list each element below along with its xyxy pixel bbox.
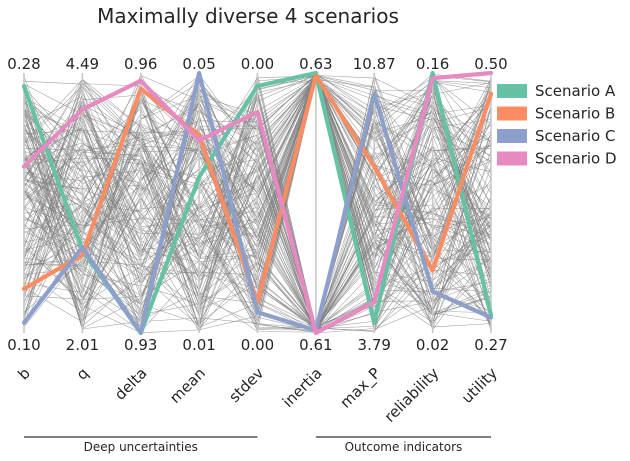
axis-min-label-max_P: 3.79 <box>358 336 391 354</box>
axis-max-label-q: 4.49 <box>66 55 99 73</box>
scenario-line-c <box>21 70 494 336</box>
scenario-lines <box>21 70 494 336</box>
axis-min-label-mean: 0.01 <box>182 336 215 354</box>
axis-groups: Deep uncertainties Outcome indicators <box>24 436 491 454</box>
legend-swatch-c <box>497 129 527 143</box>
axis-max-label-delta: 0.96 <box>124 55 157 73</box>
axis-max-label-b: 0.28 <box>7 55 40 73</box>
axis-max-label-mean: 0.05 <box>182 55 215 73</box>
axis-min-label-utility: 0.27 <box>474 336 507 354</box>
group-label-0: Deep uncertainties <box>84 440 198 454</box>
axis-min-label-delta: 0.93 <box>124 336 157 354</box>
legend-label-d: Scenario D <box>535 150 617 168</box>
legend-label-b: Scenario B <box>535 105 615 123</box>
scenario-line-d <box>21 70 494 336</box>
axis-max-label-reliability: 0.16 <box>416 55 449 73</box>
axis-max-label-max_P: 10.87 <box>353 55 396 73</box>
axis-min-label-stdev: 0.00 <box>241 336 274 354</box>
axis-max-label-stdev: 0.00 <box>241 55 274 73</box>
legend-swatch-b <box>497 106 527 121</box>
axis-min-label-q: 2.01 <box>66 336 99 354</box>
legend-label-c: Scenario C <box>535 127 615 145</box>
legend-swatch-d <box>497 151 527 166</box>
group-label-1: Outcome indicators <box>345 440 463 454</box>
axis-max-label-utility: 0.50 <box>474 55 507 73</box>
legend-label-a: Scenario A <box>535 82 616 100</box>
axis-min-label-inertia: 0.61 <box>299 336 332 354</box>
axis-min-label-b: 0.10 <box>7 336 40 354</box>
chart-title: Maximally diverse 4 scenarios <box>97 4 399 28</box>
legend: Scenario A Scenario B Scenario C Scenario D <box>497 82 617 168</box>
axis-max-label-inertia: 0.63 <box>299 55 332 73</box>
axis-min-label-reliability: 0.02 <box>416 336 449 354</box>
legend-swatch-a <box>497 84 527 98</box>
scenario-line-b <box>21 73 494 304</box>
